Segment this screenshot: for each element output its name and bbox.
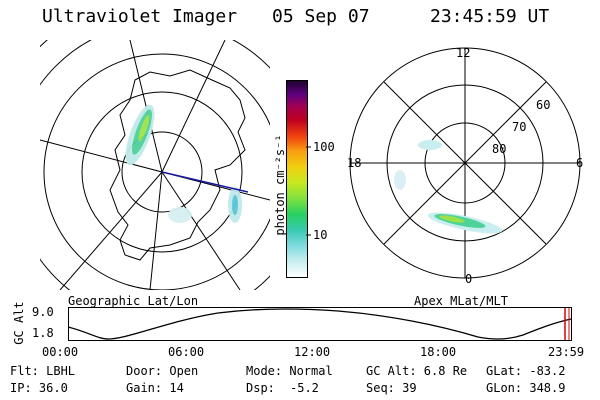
info-mode: Mode: Normal xyxy=(246,364,333,378)
lat-circle xyxy=(40,40,48,48)
timeline-ymin: 1.8 xyxy=(32,326,54,340)
info-dsp-label: Dsp: xyxy=(246,381,275,395)
observation-date: 05 Sep 07 xyxy=(272,6,370,27)
colorbar-unit-label: photon cm⁻²s⁻¹ xyxy=(273,134,287,236)
timeline-tick-1200: 12:00 xyxy=(294,345,331,359)
timeline-ylabel: GC Alt xyxy=(12,301,26,345)
mlat-label-60: 60 xyxy=(536,98,551,112)
mlat-label-70: 70 xyxy=(512,120,527,134)
observation-time: 23:45:59 UT xyxy=(430,6,550,27)
colorbar-axis xyxy=(306,146,311,236)
altitude-timeline xyxy=(68,307,572,341)
lat-circle xyxy=(43,53,270,290)
timeline-tick-0600: 06:00 xyxy=(168,345,205,359)
colorbar xyxy=(286,80,308,278)
geographic-panel-label: Geographic Lat/Lon xyxy=(68,294,199,308)
info-glat: GLat: -83.2 xyxy=(486,364,566,378)
timeline-tick-1800: 18:00 xyxy=(420,345,457,359)
mlt-label-12: 12 xyxy=(456,46,471,60)
lat-circle xyxy=(81,91,243,253)
info-gc-alt: GC Alt: 6.8 Re xyxy=(366,364,468,378)
info-glon: GLon: 348.9 xyxy=(486,381,566,395)
continent-outline xyxy=(109,69,246,261)
info-dsp-value: -5.2 xyxy=(290,381,319,395)
magnetic-panel-label: Apex MLat/MLT xyxy=(414,294,508,308)
altitude-curve xyxy=(68,308,572,340)
geographic-map-panel xyxy=(40,40,270,290)
satellite-track xyxy=(161,171,249,193)
info-gain: Gain: 14 xyxy=(126,381,184,395)
mlt-label-6: 6 xyxy=(576,156,584,170)
instrument-title: Ultraviolet Imager xyxy=(42,6,238,27)
mlat-label-80: 80 xyxy=(492,142,507,156)
mlt-label-18: 18 xyxy=(347,156,362,170)
timeline-tick-0000: 00:00 xyxy=(42,345,79,359)
info-door: Door: Open xyxy=(126,364,199,378)
colorbar-tick-10: 10 xyxy=(313,228,328,242)
aurora-emission-mag xyxy=(394,140,503,234)
timeline-ymax: 9.0 xyxy=(32,305,54,319)
info-seq: Seq: 39 xyxy=(366,381,417,395)
lat-circle xyxy=(121,131,203,213)
aurora-emission xyxy=(125,104,242,223)
info-filter: Flt: LBHL xyxy=(10,364,76,378)
lat-circle xyxy=(40,40,270,290)
colorbar-tick-100: 100 xyxy=(313,140,335,154)
magnetic-polar-panel xyxy=(349,47,581,279)
mlt-label-0: 0 xyxy=(465,272,473,286)
info-ip: IP: 36.0 xyxy=(10,381,68,395)
timeline-tick-2359: 23:59 xyxy=(548,345,585,359)
